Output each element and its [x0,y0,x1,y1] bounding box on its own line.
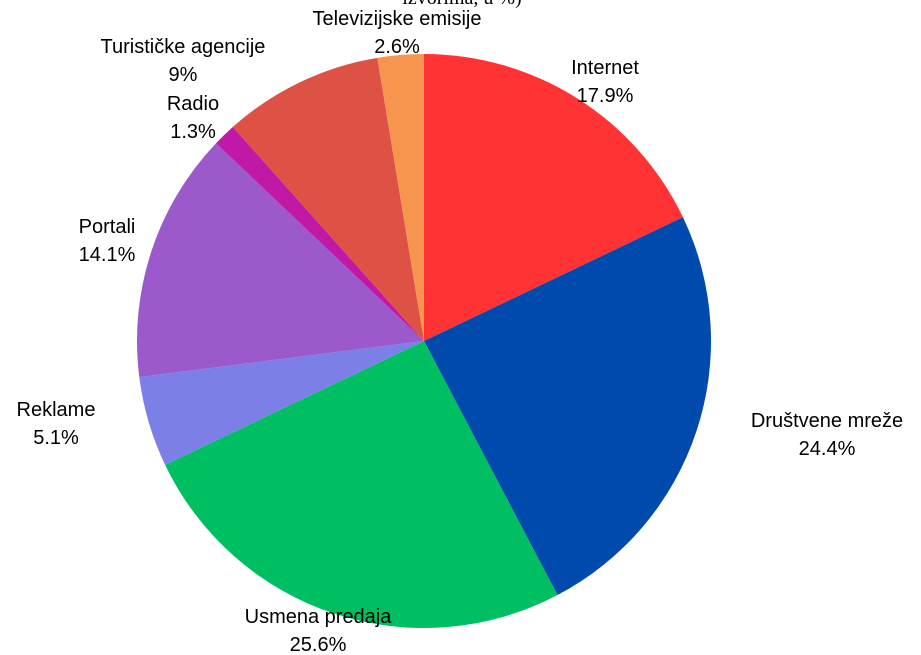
slice-value-reklame: 5.1% [33,427,79,449]
slice-value-radio: 1.3% [170,121,216,143]
slice-value-turisticke-agencije: 9% [169,64,198,86]
chart-title: izvorima, u %) [402,0,521,9]
pie-slice-internet [424,54,683,341]
slice-value-drustvene-mreze: 24.4% [799,438,856,460]
slice-value-televizijske-emisije: 2.6% [374,36,420,58]
slice-label-portali: Portali [79,216,136,238]
slice-label-turisticke-agencije: Turističke agencije [101,36,266,58]
pie-slice-turisticke-agencije [232,57,424,341]
slice-label-drustvene-mreze: Društvene mreže [751,410,903,432]
pie-labels: Internet 17.9% Društvene mreže 24.4% Usmena … [17,8,904,655]
pie-slice-reklame [139,341,425,465]
slice-value-portali: 14.1% [79,244,136,266]
pie-slice-drustvene-mreze [424,217,712,596]
slice-label-internet: Internet [571,57,639,79]
slice-value-internet: 17.9% [577,85,634,107]
slice-label-televizijske-emisije: Televizijske emisije [313,8,482,30]
pie-slice-radio [216,126,424,342]
slice-value-usmena-predaja: 25.6% [290,634,347,655]
slice-label-usmena-predaja: Usmena predaja [245,606,393,628]
pie-slice-televizijske-emisije [377,54,424,341]
pie-slice-usmena-predaja [165,341,558,628]
pie-slices [137,54,712,628]
slice-label-reklame: Reklame [17,399,96,421]
pie-slice-portali [137,143,424,377]
slice-label-radio: Radio [167,93,219,115]
